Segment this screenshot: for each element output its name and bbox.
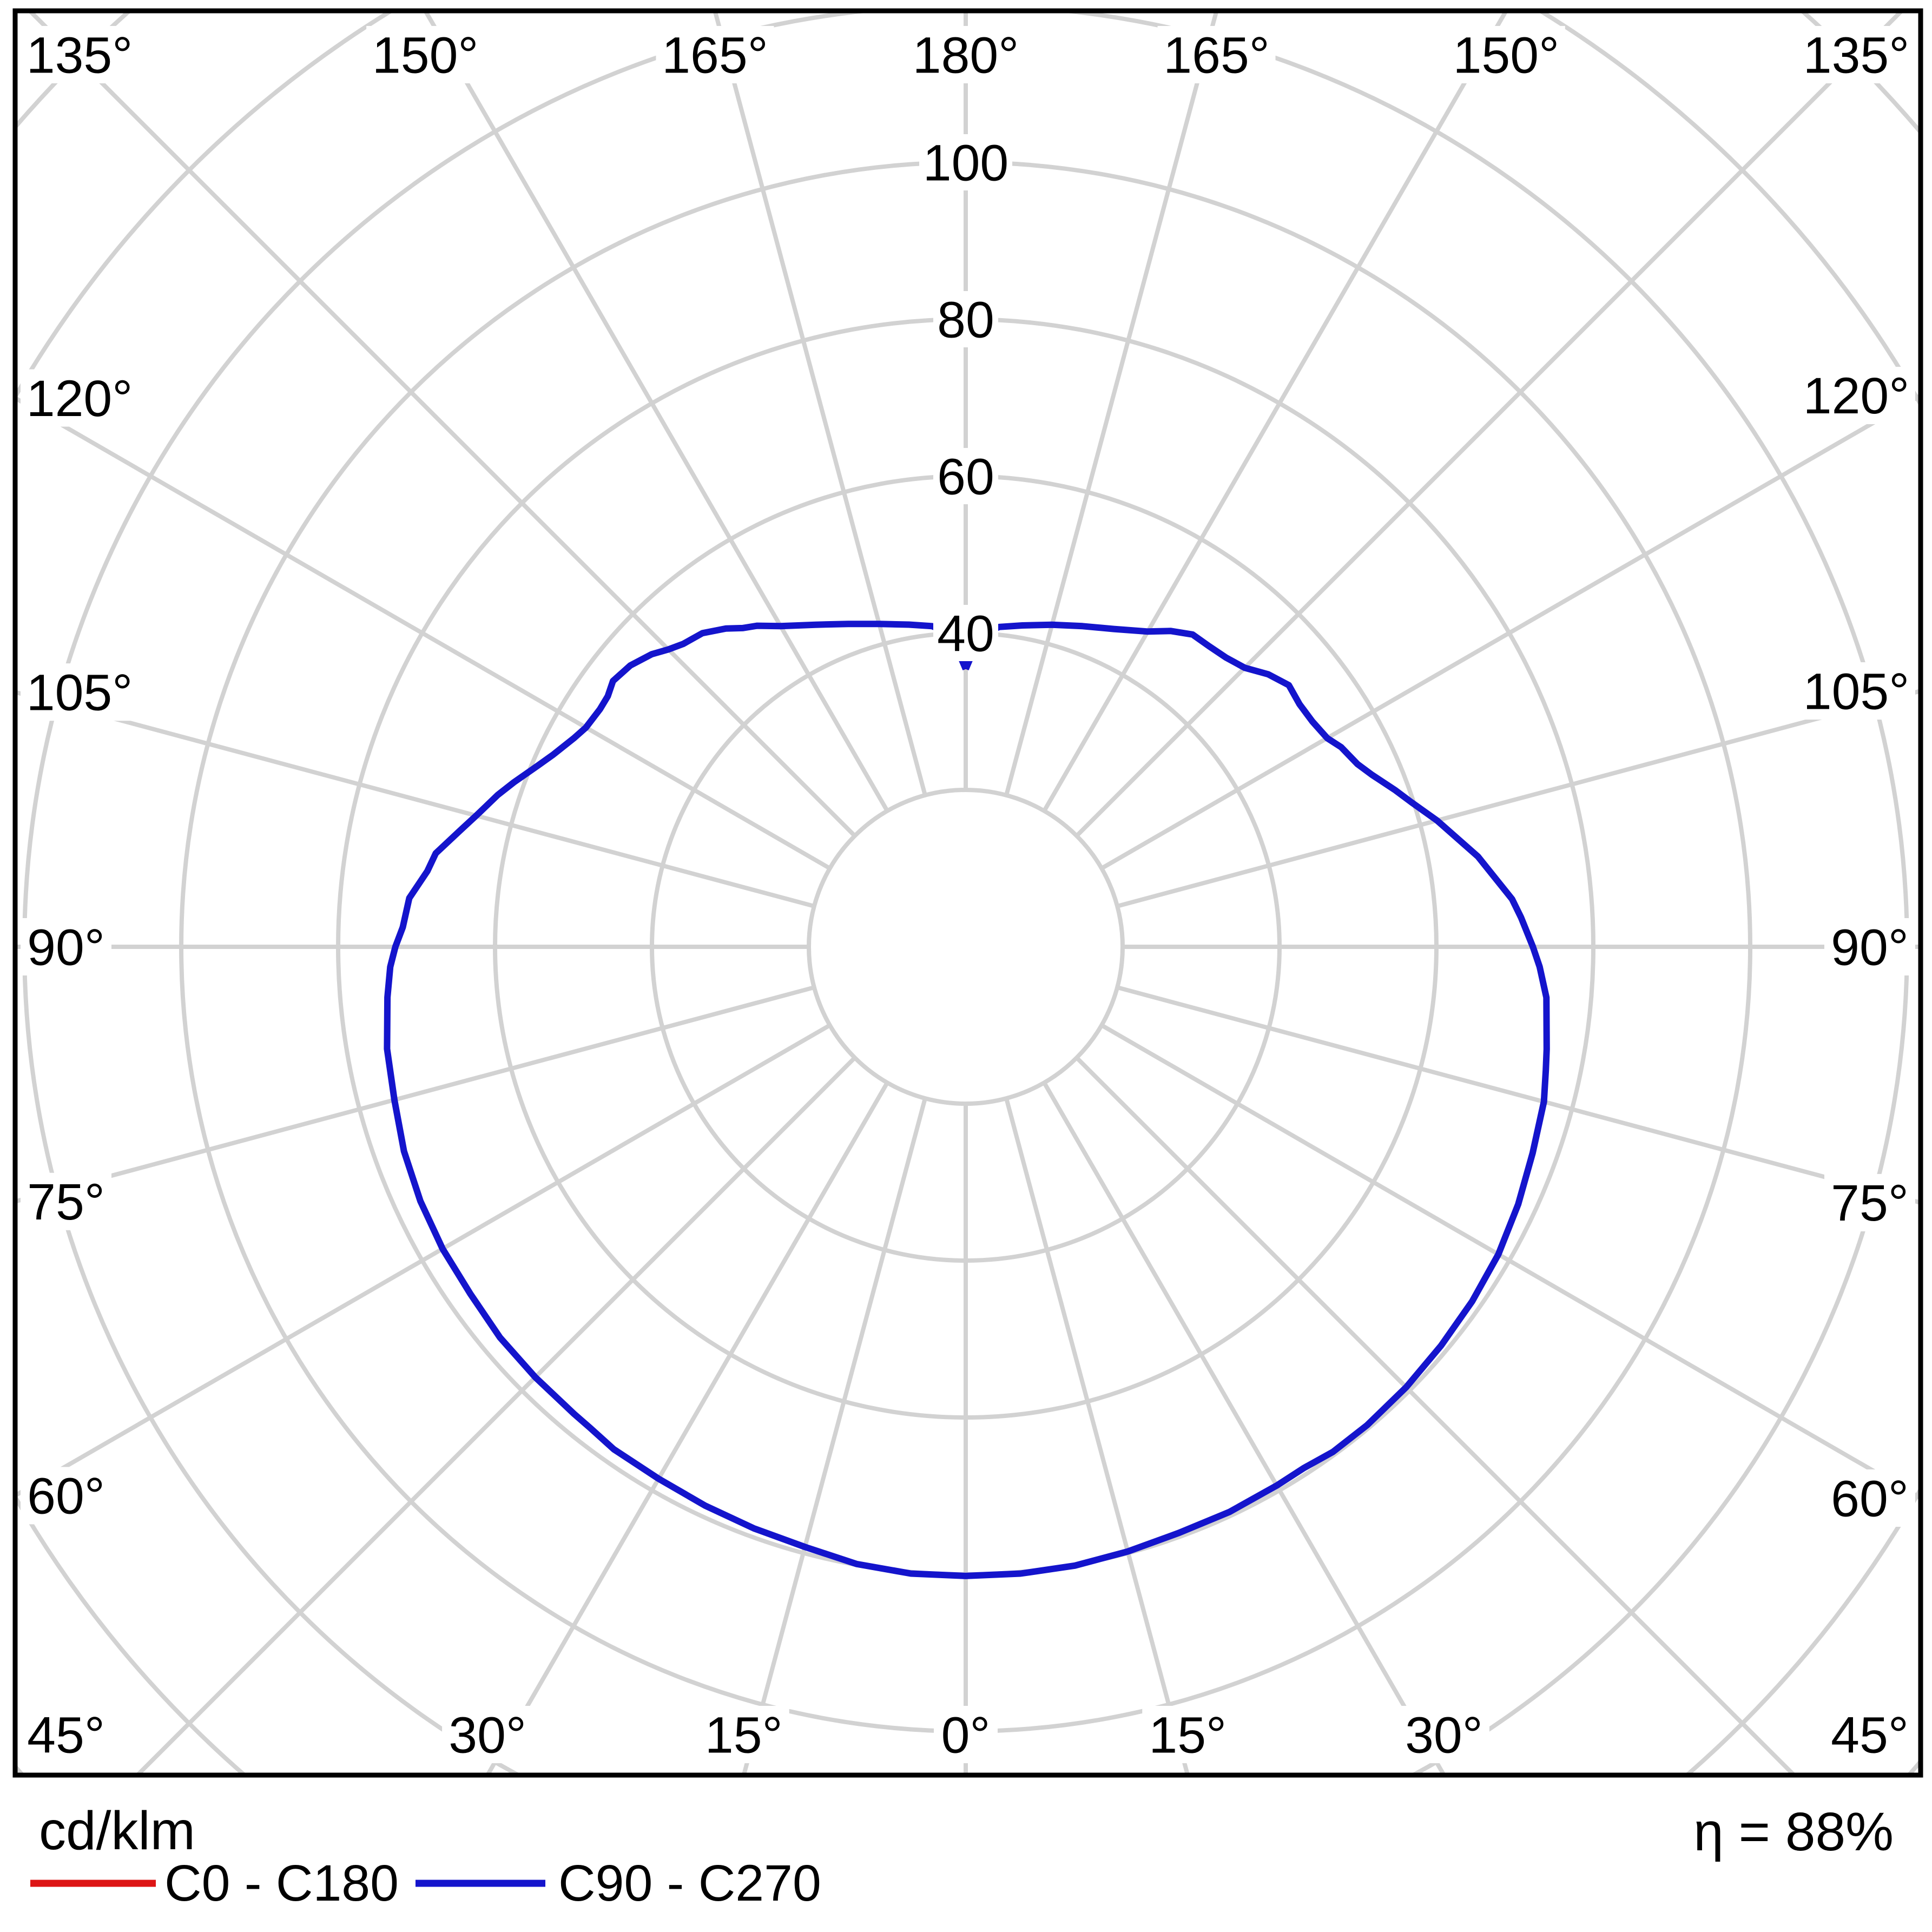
angle-label-bg-45: [1797, 26, 1915, 83]
angle-label--120: 60°: [27, 1468, 105, 1525]
angle-label-90: 90°: [1831, 919, 1909, 976]
angle-label-75: 105°: [1803, 663, 1910, 720]
angle-label--60: 120°: [27, 370, 133, 427]
curve-c90-c270: [384, 621, 1550, 1579]
angle-label--90: 90°: [27, 919, 105, 976]
angle-label--30: 150°: [372, 27, 479, 84]
angle-label-bg--30: [366, 26, 485, 83]
unit-label: cd/klm: [39, 1801, 195, 1861]
angle-label-bg--90: [21, 918, 111, 975]
angle-label-bg-150: [1398, 1706, 1489, 1763]
angle-label-bg-120: [1824, 1469, 1915, 1527]
angle-label-15: 165°: [1163, 27, 1270, 84]
angle-label-105: 75°: [1831, 1175, 1909, 1232]
angle-label-bg-60: [1797, 366, 1915, 424]
angle-label--15: 165°: [662, 27, 768, 84]
angle-label-bg-30: [1447, 26, 1565, 83]
intensity-curves: [384, 621, 1550, 1579]
grid-spoke-315: [27, 11, 856, 838]
plot-border: [12, 8, 1923, 1778]
angle-label-bg--15: [656, 26, 774, 83]
angle-label-60: 120°: [1803, 367, 1910, 425]
angle-label-165: 15°: [1149, 1706, 1227, 1764]
grid-spoke-150: [1042, 1082, 1447, 1775]
grid-spoke-165: [1004, 1098, 1190, 1775]
angle-label-bg--135: [21, 1706, 111, 1763]
angle-label--150: 30°: [449, 1706, 526, 1764]
angle-label-bg--150: [442, 1706, 533, 1763]
tick-label-100: 100: [923, 134, 1009, 192]
angle-label-bg--45: [21, 26, 139, 83]
grid-spoke-255: [15, 985, 815, 1204]
efficiency-label: η = 88%: [1693, 1802, 1894, 1862]
grid-spoke-285: [15, 690, 815, 908]
angle-label-bg-75: [1797, 662, 1915, 720]
grid-spoke-240: [15, 1023, 831, 1499]
angle-labels: 180° 165° 165° 150° 150° 135° 135° 120° 120° 105°…: [21, 26, 1915, 1764]
angle-label-150: 30°: [1405, 1706, 1483, 1764]
grid-spoke-45: [1075, 11, 1905, 838]
grid-spoke-345: [713, 11, 927, 796]
grid-spoke-120: [1100, 1023, 1921, 1501]
angle-label-30: 150°: [1453, 27, 1560, 84]
tick-label-bg-60: [933, 448, 998, 504]
tick-label-80: 80: [937, 291, 994, 348]
angle-label--105: 75°: [27, 1173, 105, 1231]
angle-label-0: 180°: [913, 27, 1019, 84]
angle-label-bg--165: [698, 1706, 789, 1763]
legend: cd/klm η = 88% C0 - C180 C90 - C270: [30, 1801, 1894, 1912]
angle-label-bg--60: [21, 369, 139, 427]
angle-label--165: 15°: [705, 1706, 783, 1764]
angle-label-bg-180: [934, 1706, 998, 1763]
legend-label-c90-c270: C90 - C270: [558, 1855, 821, 1912]
grid-spoke-60: [1100, 393, 1921, 871]
grid-spoke-210: [485, 1082, 889, 1775]
angle-label-bg--105: [21, 1172, 111, 1230]
grid-spoke-330: [423, 11, 889, 812]
angle-label-180: 0°: [941, 1706, 991, 1764]
tick-label-bg-100: [919, 134, 1012, 190]
angle-label-135: 45°: [1831, 1706, 1909, 1764]
angle-label--45: 135°: [27, 27, 133, 84]
tick-label-60: 60: [937, 448, 994, 505]
angle-label-bg--75: [21, 663, 139, 721]
tick-label-bg-40: [933, 605, 998, 661]
radial-tick-labels: 40 60 80 100: [919, 134, 1012, 662]
tick-label-bg-80: [933, 291, 998, 347]
legend-label-c0-c180: C0 - C180: [164, 1855, 399, 1912]
angle-label-bg-165: [1142, 1706, 1234, 1763]
grid-spoke-195: [741, 1098, 927, 1775]
angle-label-bg-105: [1824, 1173, 1915, 1231]
angle-label-bg-135: [1824, 1706, 1915, 1763]
angle-label-bg-0: [907, 26, 1025, 83]
angle-label-45: 135°: [1803, 27, 1910, 84]
grid-spoke-105: [1117, 985, 1921, 1205]
angle-label--135: 45°: [27, 1706, 105, 1764]
angle-label-bg-90: [1824, 918, 1915, 975]
grid-spoke-300: [15, 395, 831, 871]
angle-label-120: 60°: [1831, 1470, 1909, 1527]
angle-label--75: 105°: [27, 664, 133, 721]
grid-spoke-135: [1075, 1056, 1797, 1775]
tick-label-40: 40: [937, 605, 994, 662]
grid-spoke-225: [134, 1056, 856, 1775]
angle-label-bg--120: [21, 1467, 111, 1525]
angle-label-bg-15: [1157, 26, 1276, 83]
grid-spoke-75: [1117, 688, 1921, 908]
grid-spoke-15: [1004, 11, 1219, 796]
